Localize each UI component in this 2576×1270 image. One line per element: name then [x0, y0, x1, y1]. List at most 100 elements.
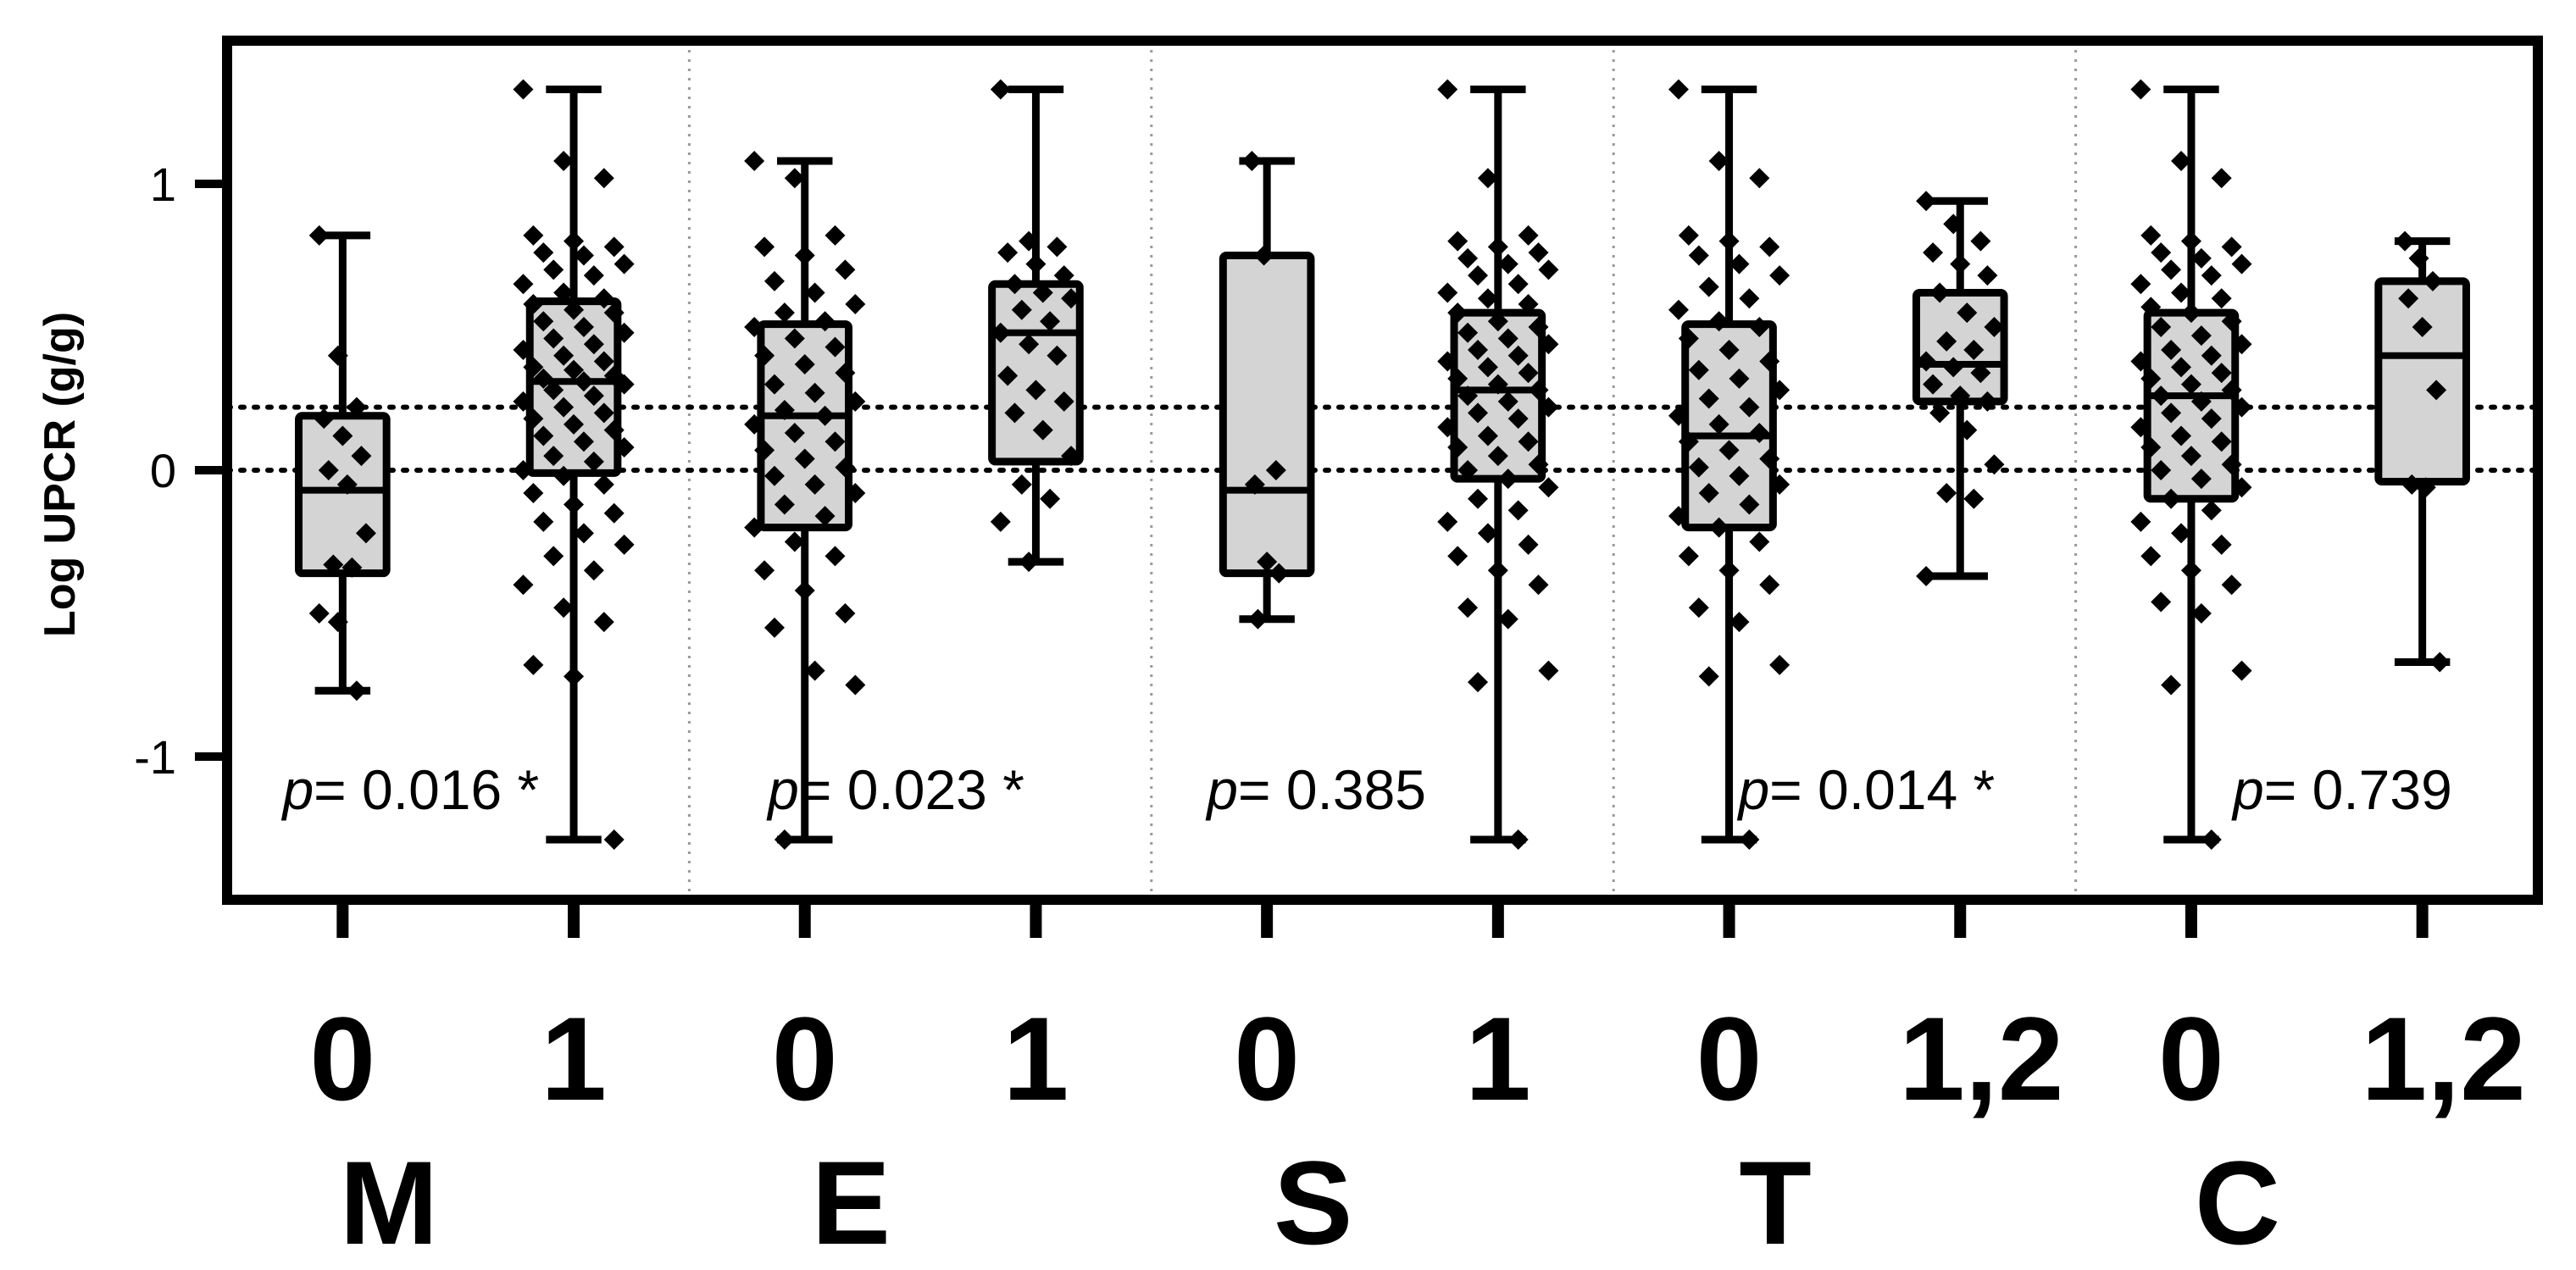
data-point [1019, 552, 1040, 573]
x-tick-label: 1,2 [2361, 992, 2526, 1125]
data-point [2151, 242, 2172, 263]
data-point [1061, 446, 1082, 467]
data-point [308, 603, 330, 624]
data-point [2412, 317, 2433, 337]
y-axis: -1 0 1 [134, 158, 227, 784]
data-point [1708, 413, 1729, 435]
data-point [845, 674, 866, 696]
data-point [573, 245, 594, 266]
data-point [1457, 597, 1479, 618]
data-point [1011, 474, 1032, 495]
data-point [1718, 230, 1740, 252]
data-point [523, 483, 544, 504]
data-point [794, 353, 815, 374]
data-point [613, 374, 635, 395]
data-point [1729, 253, 1750, 275]
y-tick-label: -1 [134, 730, 176, 784]
data-point [543, 546, 564, 567]
data-point [1749, 317, 1770, 337]
data-point [1457, 247, 1479, 269]
data-point [1477, 288, 1498, 309]
data-point [2151, 385, 2172, 407]
data-point [314, 408, 335, 430]
data-point [1507, 408, 1529, 430]
x-tick-label: 1,2 [1899, 992, 2064, 1125]
data-point [533, 368, 554, 389]
data-point [2130, 511, 2151, 532]
data-point [543, 380, 564, 401]
data-point [794, 245, 815, 266]
data-point [1507, 345, 1529, 366]
data-point [513, 340, 534, 361]
data-point [513, 460, 534, 480]
data-point [1487, 236, 1508, 258]
p-value-annotation: p= 0.016 * [280, 758, 539, 821]
data-point [2171, 357, 2192, 378]
data-point [1698, 388, 1719, 409]
data-point [2190, 603, 2212, 624]
data-point [1943, 357, 1964, 378]
plot-area: p= 0.016 * p= 0.023 * p= 0.385 p= 0.014 * p=… [222, 36, 2543, 905]
data-point [1970, 363, 1991, 384]
data-point [1923, 374, 1944, 395]
data-point [774, 494, 795, 515]
data-point [804, 474, 825, 495]
data-point [523, 408, 544, 430]
group-label: C [2195, 1136, 2280, 1269]
data-point [2398, 288, 2419, 309]
data-point [784, 328, 805, 349]
data-point [543, 446, 564, 467]
data-point [1437, 79, 1458, 100]
data-point [824, 431, 846, 452]
data-point [513, 391, 534, 412]
data-point [341, 557, 363, 578]
data-point [564, 666, 585, 687]
data-point [1759, 574, 1780, 596]
data-point [603, 829, 625, 851]
data-point [1468, 402, 1489, 424]
data-point [1718, 340, 1740, 361]
data-point [2140, 297, 2162, 318]
data-point [1437, 417, 1458, 438]
data-point [533, 425, 554, 446]
data-point [990, 79, 1011, 100]
data-point [2130, 79, 2151, 100]
data-point [523, 654, 544, 675]
x-tick-label: 1 [541, 992, 607, 1125]
data-point [1040, 311, 1061, 332]
data-point [1518, 431, 1539, 452]
data-point [2221, 454, 2242, 475]
data-point [990, 511, 1011, 532]
data-point [1678, 328, 1699, 349]
data-point [543, 328, 564, 349]
data-point [1269, 563, 1290, 584]
data-point [1528, 574, 1549, 596]
data-point [593, 402, 614, 424]
data-point [513, 574, 534, 596]
data-point [2180, 560, 2201, 581]
data-point [1468, 265, 1489, 286]
data-point [1457, 385, 1479, 407]
x-axis-labels: 0 1M0 1E0 1S0 1,2T0 1,2C [309, 900, 2526, 1269]
data-point [573, 371, 594, 392]
data-point [1019, 334, 1040, 355]
data-point [1011, 299, 1032, 320]
data-point [1457, 322, 1479, 343]
data-point [794, 580, 815, 601]
data-point [1447, 368, 1468, 389]
data-point [1668, 299, 1689, 320]
data-point [1769, 265, 1790, 286]
data-point [1538, 334, 1559, 355]
data-point [1004, 402, 1025, 424]
data-point [1759, 448, 1780, 469]
data-point [824, 546, 846, 567]
data-point [835, 603, 856, 624]
data-point [2426, 380, 2447, 401]
x-tick-label: 1 [1003, 992, 1069, 1125]
data-point [744, 413, 765, 435]
data-point [2180, 230, 2201, 252]
data-point [2130, 274, 2151, 295]
data-point [1984, 454, 2005, 475]
data-point [564, 413, 585, 435]
data-point [1507, 500, 1529, 521]
